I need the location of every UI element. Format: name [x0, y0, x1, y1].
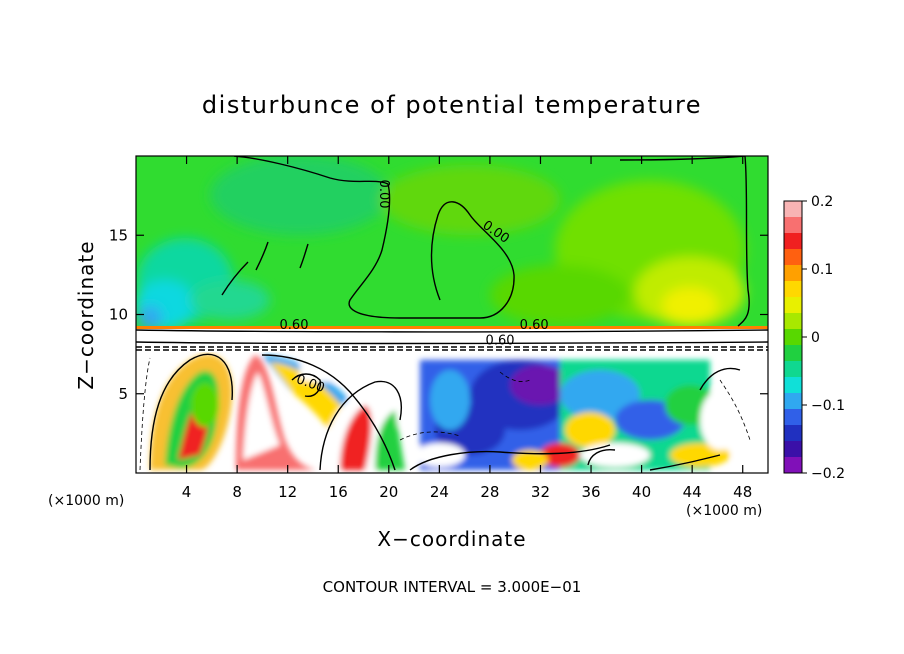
- colorbar-swatch: [784, 313, 802, 330]
- contour-lines: [136, 156, 768, 471]
- colorbar-ticks: 0.2 0.1 0 −0.1 −0.2: [802, 194, 845, 482]
- y-axis: 5 10 15: [109, 226, 768, 403]
- colorbar-tick-label: 0.1: [811, 262, 833, 278]
- colorbar-swatch: [784, 233, 802, 250]
- colorbar-tick-label: 0.2: [811, 194, 833, 210]
- colorbar-swatch: [784, 393, 802, 410]
- colorbar-swatch: [784, 345, 802, 362]
- colorbar-swatch: [784, 297, 802, 314]
- x-tick-label: 32: [531, 483, 550, 501]
- colorbar-swatch: [784, 457, 802, 474]
- colorbar-swatch: [784, 361, 802, 378]
- x-tick-label: 4: [182, 483, 192, 501]
- colorbar-tick-label: −0.2: [811, 466, 845, 482]
- contour-interval-note: CONTOUR INTERVAL = 3.000E−01: [323, 578, 582, 596]
- x-tick-label: 28: [480, 483, 499, 501]
- contour-dashed: [139, 357, 751, 471]
- x-tick-label: 8: [232, 483, 242, 501]
- colorbar-swatch: [784, 409, 802, 426]
- contour-label: 0.60: [520, 318, 549, 333]
- x-axis-unit-right: (×1000 m): [686, 503, 762, 519]
- colorbar-swatch: [784, 441, 802, 458]
- x-tick-label: 40: [632, 483, 651, 501]
- chart-title: disturbunce of potential temperature: [202, 91, 702, 119]
- colorbar-tick-label: 0: [811, 330, 820, 346]
- x-tick-label: 44: [683, 483, 702, 501]
- x-tick-label: 12: [278, 483, 297, 501]
- x-axis: 4 8 12 16 20 24 28 32 36 40 44 48: [182, 156, 752, 501]
- x-tick-label: 36: [581, 483, 600, 501]
- contour-label: 0.60: [486, 334, 515, 349]
- x-tick-label: 48: [733, 483, 752, 501]
- colorbar-swatch: [784, 329, 802, 346]
- colorbar-swatch: [784, 265, 802, 282]
- heatmap-field: [136, 156, 768, 473]
- colorbar-swatch: [784, 201, 802, 218]
- y-tick-label: 15: [109, 226, 128, 244]
- y-axis-label: Z−coordinate: [74, 240, 98, 389]
- contour-label: 0.60: [280, 318, 309, 333]
- colorbar-tick-label: −0.1: [811, 398, 845, 414]
- x-axis-unit-left: (×1000 m): [48, 493, 124, 509]
- x-tick-label: 20: [379, 483, 398, 501]
- x-tick-label: 16: [329, 483, 348, 501]
- colorbar-swatch: [784, 249, 802, 266]
- y-tick-label: 5: [118, 385, 128, 403]
- contour-label: 0.00: [376, 180, 391, 209]
- colorbar-swatch: [784, 217, 802, 234]
- upper-field: [136, 156, 768, 328]
- colorbar-swatch: [784, 377, 802, 394]
- y-tick-label: 10: [109, 306, 128, 324]
- lower-field: [136, 352, 768, 473]
- colorbar-swatch: [784, 425, 802, 442]
- colorbar-swatch: [784, 281, 802, 298]
- x-axis-label: X−coordinate: [377, 527, 526, 551]
- colorbar: [783, 200, 803, 474]
- x-tick-label: 24: [430, 483, 449, 501]
